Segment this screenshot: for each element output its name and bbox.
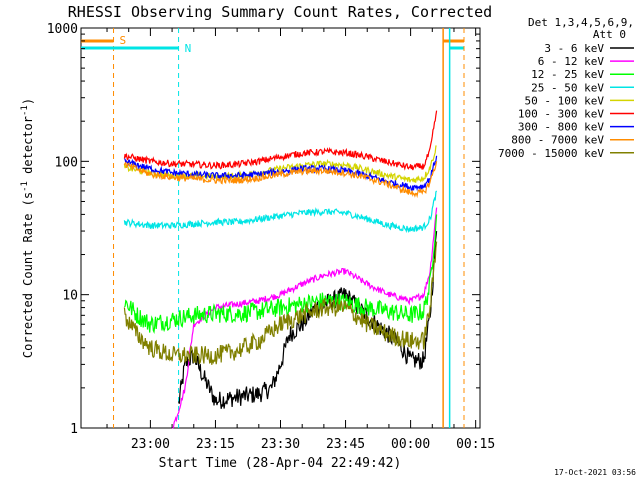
y-axis-label-sup2: -1 <box>20 105 30 116</box>
markers: SN <box>81 28 465 428</box>
marker-label: N <box>185 42 192 55</box>
y-axis-label-mid: detector <box>21 116 35 181</box>
series-line-5 <box>123 110 438 171</box>
x-tick-label: 23:30 <box>261 437 300 452</box>
y-tick-label: 1 <box>70 422 78 437</box>
x-tick-label: 23:45 <box>326 437 365 452</box>
legend-header-2: Att 0 <box>593 28 626 41</box>
series-line-1 <box>172 207 438 429</box>
y-axis-label-main: Corrected Count Rate (s <box>21 192 35 358</box>
y-ticks: 1 10 100 1000 <box>47 22 480 437</box>
series-group <box>123 110 438 429</box>
chart-title: RHESSI Observing Summary Count Rates, Co… <box>68 3 492 21</box>
series-line-3 <box>123 190 438 234</box>
legend-label: 7000 - 15000 keV <box>498 147 604 160</box>
legend-label: 800 - 7000 keV <box>511 134 604 147</box>
y-axis-label-end: ) <box>21 98 35 105</box>
series-line-7 <box>123 161 438 199</box>
marker-label: S <box>120 34 127 47</box>
x-axis-label: Start Time (28-Apr-04 22:49:42) <box>159 456 402 471</box>
x-tick-label: 00:00 <box>391 437 430 452</box>
y-tick-label: 100 <box>55 155 78 170</box>
series-line-2 <box>124 214 438 335</box>
legend-header-1: Det 1,3,4,5,6,9, <box>528 16 634 29</box>
x-tick-label: 23:00 <box>131 437 170 452</box>
legend-label: 25 - 50 keV <box>531 81 604 94</box>
y-tick-label: 10 <box>62 289 78 304</box>
legend-label: 12 - 25 keV <box>531 68 604 81</box>
legend-label: 6 - 12 keV <box>538 55 605 68</box>
y-tick-label: 1000 <box>47 22 78 37</box>
series-line-8 <box>123 241 438 365</box>
x-tick-label: 00:15 <box>456 437 495 452</box>
x-ticks: 23:00 23:15 23:30 23:45 00:00 00:15 <box>106 28 495 452</box>
legend-label: 50 - 100 keV <box>525 94 605 107</box>
legend-label: 300 - 800 keV <box>518 121 604 134</box>
y-axis-label: Corrected Count Rate (s-1 detector-1) <box>20 98 35 358</box>
legend-label: 3 - 6 keV <box>544 42 604 55</box>
footer-date: 17-Oct-2021 03:56 <box>554 468 636 477</box>
y-axis-label-sup1: -1 <box>20 181 30 192</box>
legend-label: 100 - 300 keV <box>518 108 604 121</box>
x-tick-label: 23:15 <box>196 437 235 452</box>
